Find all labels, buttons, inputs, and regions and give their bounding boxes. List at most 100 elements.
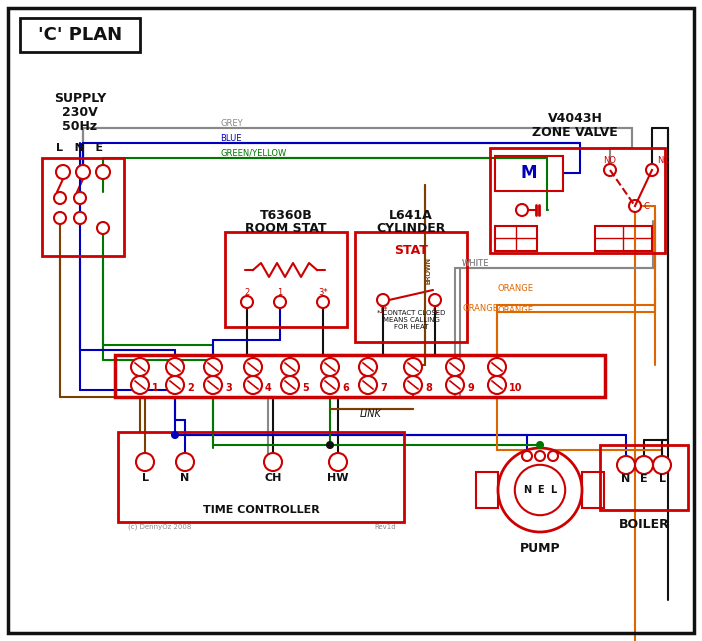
Circle shape xyxy=(488,376,506,394)
Text: BOILER: BOILER xyxy=(618,519,670,531)
Circle shape xyxy=(317,296,329,308)
Circle shape xyxy=(97,222,109,234)
Text: N: N xyxy=(523,485,531,495)
Circle shape xyxy=(629,200,641,212)
Text: GREY: GREY xyxy=(220,119,243,128)
Text: ORANGE: ORANGE xyxy=(462,303,498,313)
Circle shape xyxy=(377,294,389,306)
Circle shape xyxy=(404,376,422,394)
Circle shape xyxy=(166,358,184,376)
Bar xyxy=(582,472,604,508)
Circle shape xyxy=(404,358,422,376)
Text: BROWN: BROWN xyxy=(425,256,431,283)
Text: 1: 1 xyxy=(152,383,159,393)
Bar xyxy=(42,158,124,256)
Text: (c) DennyOz 2008: (c) DennyOz 2008 xyxy=(128,524,192,530)
Circle shape xyxy=(537,442,543,448)
Text: N: N xyxy=(180,473,190,483)
Bar xyxy=(118,432,404,522)
Text: ZONE VALVE: ZONE VALVE xyxy=(532,126,618,138)
Circle shape xyxy=(54,192,66,204)
Text: V4043H: V4043H xyxy=(548,112,602,124)
Text: * CONTACT CLOSED
MEANS CALLING
FOR HEAT: * CONTACT CLOSED MEANS CALLING FOR HEAT xyxy=(377,310,445,330)
Circle shape xyxy=(321,358,339,376)
Circle shape xyxy=(74,192,86,204)
Text: 2: 2 xyxy=(187,383,194,393)
Text: L: L xyxy=(658,474,665,484)
Circle shape xyxy=(604,164,616,176)
Circle shape xyxy=(166,376,184,394)
Text: 2: 2 xyxy=(244,288,250,297)
Circle shape xyxy=(274,296,286,308)
Circle shape xyxy=(56,165,70,179)
Text: TIME CONTROLLER: TIME CONTROLLER xyxy=(203,505,319,515)
Circle shape xyxy=(281,358,299,376)
Circle shape xyxy=(535,451,545,461)
Circle shape xyxy=(204,376,222,394)
Circle shape xyxy=(359,376,377,394)
Text: GREEN/YELLOW: GREEN/YELLOW xyxy=(220,149,286,158)
Text: BLUE: BLUE xyxy=(220,133,241,142)
Text: ROOM STAT: ROOM STAT xyxy=(245,222,326,235)
Text: Rev1d: Rev1d xyxy=(374,524,396,530)
Circle shape xyxy=(429,294,441,306)
Text: C: C xyxy=(643,201,649,210)
Circle shape xyxy=(446,376,464,394)
Bar xyxy=(595,226,652,251)
Circle shape xyxy=(244,376,262,394)
Text: 10: 10 xyxy=(509,383,522,393)
Circle shape xyxy=(359,358,377,376)
Bar xyxy=(115,355,605,397)
Text: WHITE: WHITE xyxy=(462,258,489,267)
Bar xyxy=(225,232,347,327)
Text: L   N   E: L N E xyxy=(56,143,104,153)
Circle shape xyxy=(204,358,222,376)
Text: T6360B: T6360B xyxy=(260,208,312,222)
Text: 50Hz: 50Hz xyxy=(62,119,98,133)
Text: 230V: 230V xyxy=(62,106,98,119)
Circle shape xyxy=(498,448,582,532)
Circle shape xyxy=(321,376,339,394)
Bar xyxy=(20,18,140,52)
Text: PUMP: PUMP xyxy=(519,542,560,554)
Circle shape xyxy=(522,451,532,461)
Text: N: N xyxy=(621,474,630,484)
Circle shape xyxy=(244,358,262,376)
Bar xyxy=(355,232,467,342)
Circle shape xyxy=(617,456,635,474)
Text: SUPPLY: SUPPLY xyxy=(54,92,106,104)
Text: CH: CH xyxy=(265,473,282,483)
Text: 7: 7 xyxy=(380,383,387,393)
Circle shape xyxy=(635,456,653,474)
Circle shape xyxy=(74,212,86,224)
Circle shape xyxy=(241,296,253,308)
Circle shape xyxy=(548,451,558,461)
Bar xyxy=(490,148,665,253)
Circle shape xyxy=(329,453,347,471)
Text: L641A: L641A xyxy=(389,208,433,222)
Text: 6: 6 xyxy=(342,383,349,393)
Circle shape xyxy=(54,212,66,224)
Text: NC: NC xyxy=(657,156,669,165)
Circle shape xyxy=(131,358,149,376)
Text: ORANGE: ORANGE xyxy=(497,283,533,292)
Text: HW: HW xyxy=(327,473,349,483)
Text: 'C' PLAN: 'C' PLAN xyxy=(38,26,122,44)
Text: E: E xyxy=(537,485,543,495)
Circle shape xyxy=(327,442,333,448)
Text: CYLINDER: CYLINDER xyxy=(376,222,446,235)
Circle shape xyxy=(281,376,299,394)
Text: 9: 9 xyxy=(467,383,474,393)
Text: L: L xyxy=(550,485,556,495)
Circle shape xyxy=(264,453,282,471)
Text: WHITE: WHITE xyxy=(462,258,489,267)
Circle shape xyxy=(131,376,149,394)
Circle shape xyxy=(646,164,658,176)
Circle shape xyxy=(653,456,671,474)
Circle shape xyxy=(172,432,178,438)
Bar xyxy=(495,156,563,191)
Text: 4: 4 xyxy=(265,383,272,393)
Text: 1: 1 xyxy=(277,288,283,297)
Circle shape xyxy=(176,453,194,471)
Text: BROWN: BROWN xyxy=(425,256,431,283)
